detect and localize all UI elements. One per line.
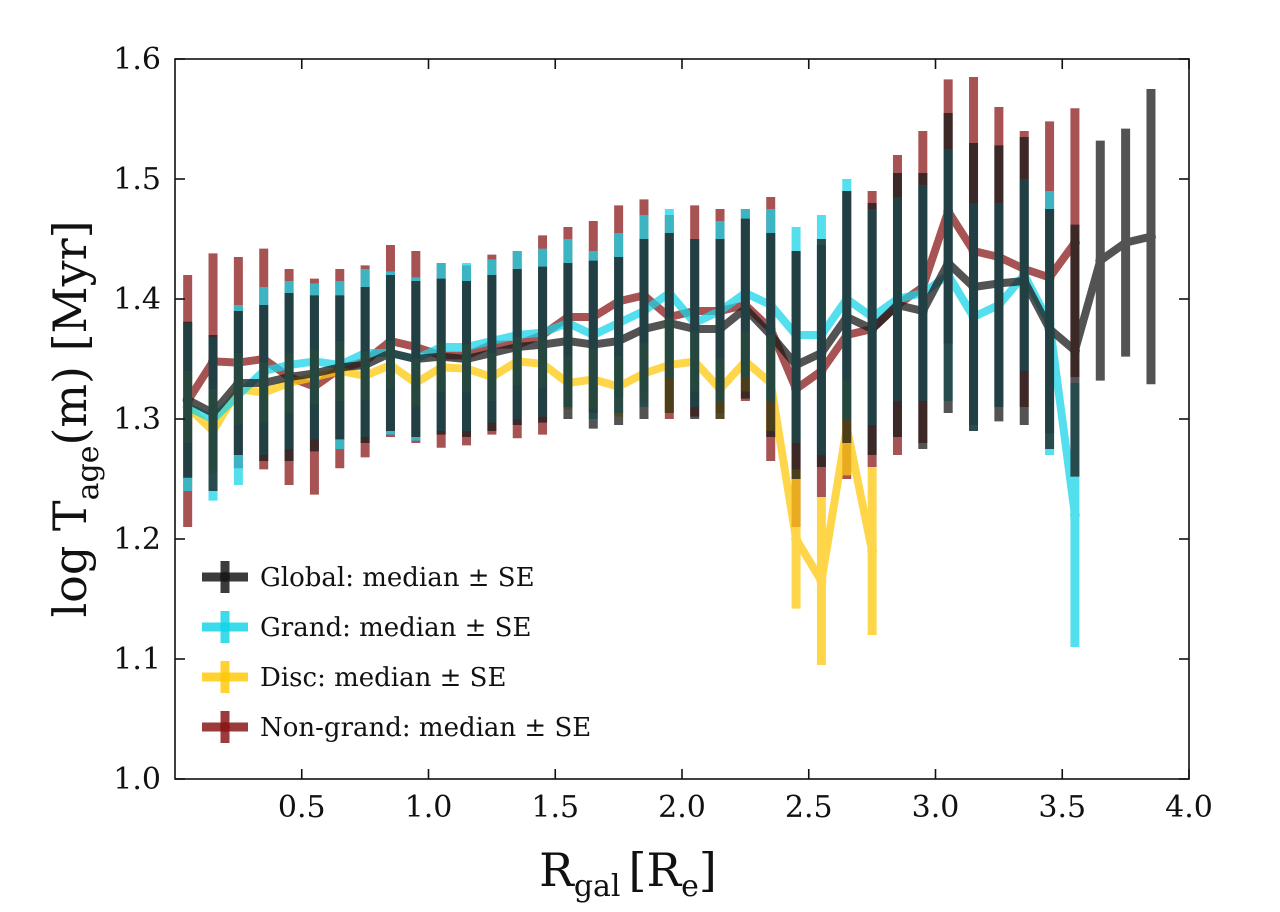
data-point bbox=[1069, 345, 1080, 356]
data-point bbox=[208, 408, 219, 418]
series-line bbox=[183, 357, 877, 585]
legend-label: Grand: median ± SE bbox=[260, 613, 531, 643]
data-point bbox=[1044, 324, 1055, 334]
legend-entry: Global: median ± SE bbox=[202, 561, 535, 593]
data-point bbox=[740, 303, 751, 314]
data-point bbox=[791, 360, 802, 370]
data-point bbox=[993, 278, 1004, 289]
data-point bbox=[664, 318, 675, 328]
data-point bbox=[689, 324, 700, 334]
x-tick-label: 2.0 bbox=[658, 790, 706, 825]
svg-text:log Tage(m) [Myr]: log Tage(m) [Myr] bbox=[43, 220, 106, 617]
ticks-layer: 0.5 1.0 1.5 2.0 2.5 3.0 3.5 4.0 1.0 1.1 1.2 1.3 1.4 1… bbox=[113, 42, 1213, 825]
data-point bbox=[309, 368, 320, 379]
data-point bbox=[765, 330, 776, 340]
y-tick-label: 1.3 bbox=[113, 402, 161, 437]
data-point bbox=[461, 354, 472, 364]
y-tick-label: 1.2 bbox=[113, 522, 161, 557]
data-point bbox=[1069, 510, 1080, 520]
data-point bbox=[588, 339, 599, 350]
legend-swatch-marker bbox=[220, 572, 230, 582]
data-point bbox=[867, 546, 878, 556]
x-tick-label: 3.0 bbox=[912, 790, 960, 825]
data-point bbox=[284, 372, 295, 382]
x-axis-title-unit-sub: e bbox=[681, 869, 699, 904]
data-point bbox=[791, 534, 802, 544]
x-tick-label: 4.0 bbox=[1165, 790, 1213, 825]
legend-swatch-marker bbox=[220, 672, 230, 682]
data-point bbox=[638, 324, 649, 334]
data-point bbox=[867, 324, 878, 334]
data-point bbox=[1019, 276, 1030, 286]
data-point bbox=[360, 360, 371, 370]
data-point bbox=[512, 342, 523, 352]
y-tick-label: 1.1 bbox=[113, 642, 161, 677]
data-point bbox=[892, 300, 903, 310]
data-point bbox=[233, 378, 244, 388]
y-axis-title: log Tage(m) [Myr] bbox=[43, 220, 106, 617]
data-point bbox=[841, 312, 852, 322]
x-axis-title-main: R bbox=[539, 843, 575, 897]
legend-entry: Grand: median ± SE bbox=[202, 611, 531, 643]
x-tick-label: 1.5 bbox=[531, 790, 579, 825]
y-tick-label: 1.0 bbox=[113, 762, 161, 797]
y-tick-label: 1.5 bbox=[113, 162, 161, 197]
y-axis-title-pre: log T bbox=[43, 500, 97, 617]
data-point bbox=[537, 339, 548, 350]
legend: Global: median ± SE Grand: median ± SE Dis… bbox=[202, 561, 591, 743]
data-point bbox=[1145, 231, 1156, 242]
svg-text:Rgal[Re]: Rgal [Re] bbox=[539, 843, 717, 904]
x-axis-title: Rgal [Re] bbox=[539, 843, 717, 904]
data-point bbox=[436, 351, 447, 362]
y-tick-label: 1.6 bbox=[113, 42, 161, 77]
legend-label: Non-grand: median ± SE bbox=[260, 713, 591, 743]
data-point bbox=[1095, 255, 1106, 266]
data-point bbox=[562, 336, 573, 346]
series-line bbox=[183, 271, 1079, 519]
data-point bbox=[943, 258, 954, 268]
x-axis-title-sub: gal bbox=[574, 869, 621, 904]
data-point bbox=[816, 576, 827, 586]
series-layer bbox=[182, 77, 1156, 665]
data-point bbox=[410, 354, 421, 364]
data-point bbox=[182, 394, 193, 405]
y-axis-title-sub: age bbox=[71, 446, 106, 501]
y-tick-label: 1.4 bbox=[113, 282, 161, 317]
data-point bbox=[816, 348, 827, 358]
series-3 bbox=[182, 89, 1156, 491]
data-point bbox=[334, 362, 345, 373]
data-point bbox=[715, 324, 726, 334]
data-point bbox=[968, 282, 979, 292]
legend-entry: Non-grand: median ± SE bbox=[202, 711, 591, 743]
data-point bbox=[385, 348, 396, 358]
data-point bbox=[917, 306, 928, 316]
x-tick-label: 0.5 bbox=[278, 790, 326, 825]
x-axis-title-unit-open: [R bbox=[629, 843, 683, 897]
legend-label: Global: median ± SE bbox=[260, 563, 535, 593]
x-tick-label: 1.0 bbox=[405, 790, 453, 825]
legend-swatch-marker bbox=[220, 622, 230, 632]
data-point bbox=[486, 348, 497, 358]
x-axis-title-unit-close: ] bbox=[699, 843, 717, 897]
legend-entry: Disc: median ± SE bbox=[202, 661, 506, 693]
legend-label: Disc: median ± SE bbox=[260, 663, 506, 693]
data-point bbox=[613, 336, 624, 346]
legend-swatch-marker bbox=[220, 722, 230, 732]
data-point bbox=[1120, 237, 1131, 248]
data-point bbox=[258, 378, 269, 388]
y-axis-title-post: (m) [Myr] bbox=[43, 220, 97, 445]
x-tick-label: 3.5 bbox=[1038, 790, 1086, 825]
x-tick-label: 2.5 bbox=[785, 790, 833, 825]
